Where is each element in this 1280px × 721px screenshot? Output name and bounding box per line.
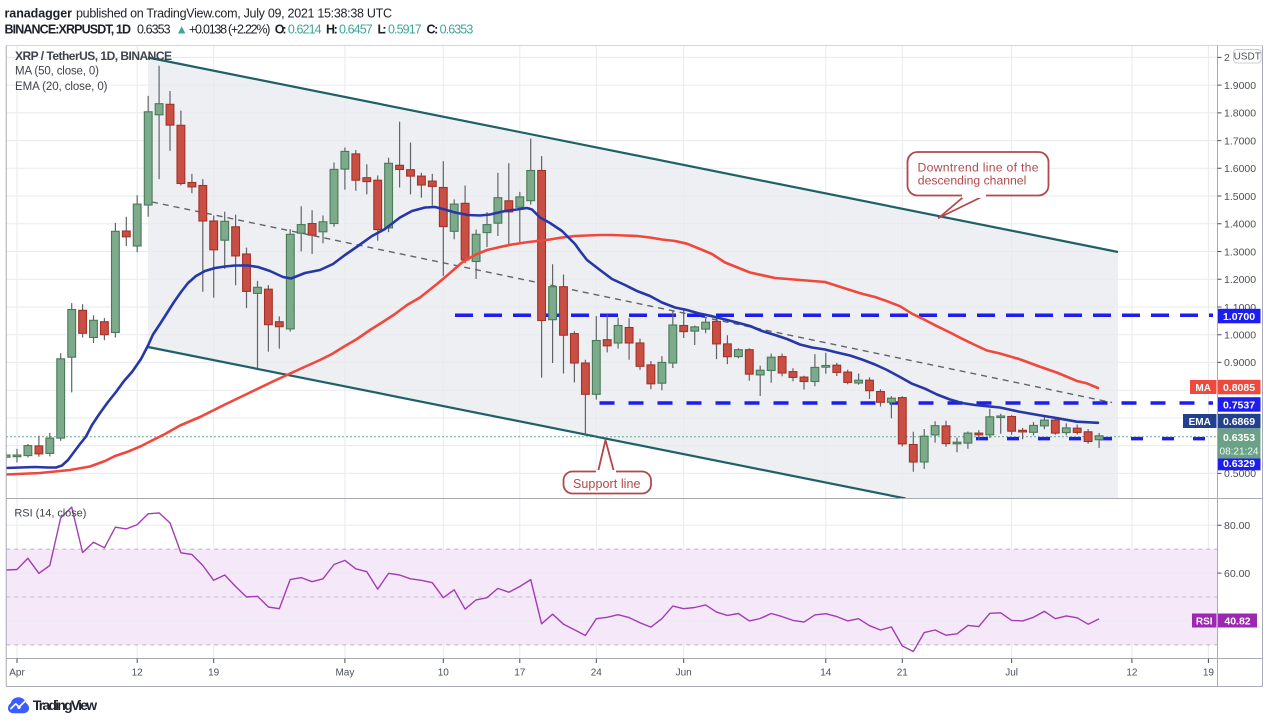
svg-text:19: 19 [208,668,220,679]
svg-text:EMA (20, close, 0): EMA (20, close, 0) [15,81,108,93]
svg-text:1.5000: 1.5000 [1224,191,1256,203]
svg-text:80.00: 80.00 [1224,520,1250,532]
svg-text:Jul: Jul [1005,668,1018,679]
svg-text:C:: C: [427,23,439,37]
svg-text:1.4000: 1.4000 [1224,219,1256,231]
svg-text:0.8085: 0.8085 [1223,382,1255,394]
svg-text:0.7537: 0.7537 [1223,399,1255,411]
svg-text:12: 12 [132,668,144,679]
svg-text:1.6000: 1.6000 [1224,163,1256,175]
svg-text:L:: L: [378,23,387,37]
svg-text:0.5000: 0.5000 [1224,468,1256,480]
svg-text:May: May [335,668,354,679]
svg-text:0.6457: 0.6457 [339,23,373,37]
svg-text:XRP / TetherUS, 1D, BINANCE: XRP / TetherUS, 1D, BINANCE [15,49,172,63]
svg-text:2: 2 [1224,52,1230,64]
svg-text:0.6329: 0.6329 [1223,458,1255,470]
svg-text:1.8000: 1.8000 [1224,108,1256,120]
svg-text:1.7000: 1.7000 [1224,135,1256,147]
svg-text:Support line: Support line [573,477,641,491]
svg-text:TradingView: TradingView [33,697,98,713]
svg-text:21: 21 [897,668,909,679]
svg-text:H:: H: [326,23,338,37]
svg-text:0.6869: 0.6869 [1223,416,1255,428]
svg-text:Downtrend line of the: Downtrend line of the [918,161,1039,175]
svg-text:1.2000: 1.2000 [1224,274,1256,286]
svg-text:12: 12 [1126,668,1138,679]
svg-text:0.6353: 0.6353 [1223,432,1255,444]
svg-text:▲: ▲ [176,23,188,37]
svg-text:14: 14 [820,668,832,679]
svg-text:1.9000: 1.9000 [1224,80,1256,92]
svg-text:ranadagger: ranadagger [5,7,73,21]
svg-text:0.6353: 0.6353 [440,23,474,37]
svg-text:EMA: EMA [1189,417,1211,428]
svg-text:O:: O: [275,23,287,37]
svg-text:RSI: RSI [1196,616,1213,627]
svg-text:MA: MA [1195,383,1211,394]
svg-text:1.0000: 1.0000 [1224,330,1256,342]
svg-text:1.3000: 1.3000 [1224,246,1256,258]
svg-text:+0.0138 (+2.22%): +0.0138 (+2.22%) [189,23,270,37]
svg-text:MA (50, close, 0): MA (50, close, 0) [15,66,99,78]
svg-text:1.0700: 1.0700 [1223,311,1255,323]
svg-text:24: 24 [591,668,603,679]
svg-text:0.6353: 0.6353 [137,23,171,37]
svg-text:BINANCE:XRPUSDT, 1D: BINANCE:XRPUSDT, 1D [5,23,132,37]
svg-text:published on TradingView.com,: published on TradingView.com, July 09, 2… [76,7,392,21]
svg-text:08:21:24: 08:21:24 [1220,447,1259,458]
svg-text:0.9000: 0.9000 [1224,357,1256,369]
svg-text:10: 10 [438,668,450,679]
svg-text:60.00: 60.00 [1224,568,1250,580]
svg-text:RSI (14, close): RSI (14, close) [14,508,86,520]
svg-text:descending channel: descending channel [918,174,1027,188]
svg-text:0.6214: 0.6214 [288,23,322,37]
svg-text:0.5917: 0.5917 [388,23,422,37]
svg-text:19: 19 [1203,668,1215,679]
svg-text:17: 17 [514,668,526,679]
svg-text:40.82: 40.82 [1224,615,1250,627]
svg-text:USDT: USDT [1234,52,1261,63]
svg-text:Jun: Jun [676,668,692,679]
svg-text:Apr: Apr [9,668,25,679]
